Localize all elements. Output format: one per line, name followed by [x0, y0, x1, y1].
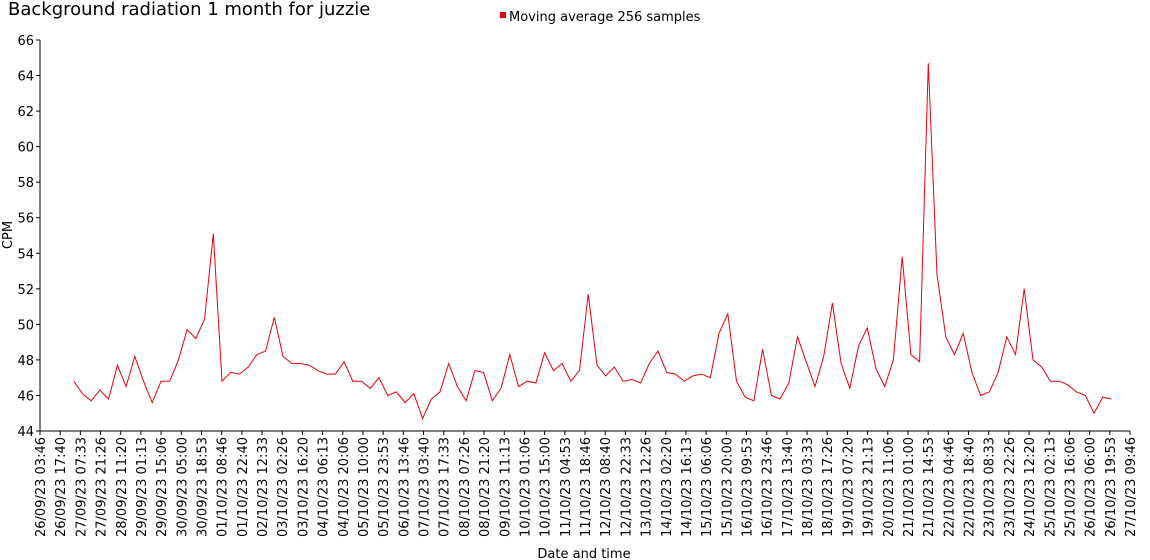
x-tick-label: 12/10/23 22:33: [619, 437, 634, 537]
x-tick-label: 01/10/23 08:46: [216, 437, 231, 537]
x-tick-label: 29/09/23 15:06: [155, 437, 170, 537]
y-tick-label: 62: [17, 105, 34, 120]
y-tick-label: 52: [17, 283, 34, 298]
x-tick-label: 13/10/23 12:26: [640, 437, 655, 537]
x-tick-label: 25/10/23 02:13: [1043, 437, 1058, 537]
y-axis-label: CPM: [1, 221, 16, 249]
x-tick-label: 15/10/23 20:00: [720, 437, 735, 537]
x-tick-label: 10/10/23 01:06: [518, 437, 533, 537]
x-tick-label: 30/09/23 05:00: [175, 437, 190, 537]
y-tick-label: 64: [17, 70, 34, 85]
x-tick-label: 26/09/23 03:46: [34, 437, 49, 537]
chart-title: Background radiation 1 month for juzzie: [8, 0, 370, 20]
x-tick-label: 16/10/23 09:53: [740, 437, 755, 537]
x-tick-label: 08/10/23 07:26: [458, 437, 473, 537]
x-tick-label: 27/09/23 07:33: [74, 437, 89, 537]
x-tick-label: 07/10/23 17:33: [438, 437, 453, 537]
x-tick-label: 19/10/23 21:13: [862, 437, 877, 537]
x-tick-label: 28/09/23 11:20: [115, 437, 130, 537]
x-tick-label: 18/10/23 03:33: [801, 437, 816, 537]
x-tick-label: 21/10/23 14:53: [922, 437, 937, 537]
x-tick-label: 04/10/23 06:13: [317, 437, 332, 537]
x-tick-label: 07/10/23 03:40: [418, 437, 433, 537]
x-tick-label: 19/10/23 07:20: [841, 437, 856, 537]
x-tick-label: 23/10/23 08:33: [983, 437, 998, 537]
y-tick-label: 44: [17, 425, 34, 440]
y-tick-label: 50: [17, 318, 34, 333]
y-tick-label: 54: [17, 247, 34, 262]
x-tick-label: 26/09/23 17:40: [54, 437, 69, 537]
x-tick-label: 23/10/23 22:26: [1003, 437, 1018, 537]
x-tick-label: 27/10/23 09:46: [1124, 437, 1139, 537]
x-tick-label: 25/10/23 16:06: [1063, 437, 1078, 537]
x-tick-label: 08/10/23 21:20: [478, 437, 493, 537]
x-tick-label: 05/10/23 23:53: [377, 437, 392, 537]
x-tick-label: 20/10/23 11:06: [882, 437, 897, 537]
y-tick-label: 66: [17, 34, 34, 49]
y-tick-label: 46: [17, 389, 34, 404]
x-tick-label: 11/10/23 18:46: [579, 437, 594, 537]
x-tick-label: 26/10/23 19:53: [1104, 437, 1119, 537]
x-tick-label: 30/09/23 18:53: [195, 437, 210, 537]
legend-swatch: [500, 12, 506, 18]
x-tick-label: 05/10/23 10:00: [357, 437, 372, 537]
x-tick-label: 06/10/23 13:46: [397, 437, 412, 537]
y-tick-label: 56: [17, 212, 34, 227]
x-tick-label: 02/10/23 12:33: [256, 437, 271, 537]
y-tick-label: 48: [17, 354, 34, 369]
x-axis-label: Date and time: [537, 547, 630, 560]
x-tick-label: 03/10/23 16:20: [296, 437, 311, 537]
x-tick-label: 27/09/23 21:26: [95, 437, 110, 537]
x-tick-label: 15/10/23 06:06: [700, 437, 715, 537]
x-tick-label: 11/10/23 04:53: [559, 437, 574, 537]
data-line: [73, 63, 1112, 420]
x-tick-label: 21/10/23 01:00: [902, 437, 917, 537]
x-tick-label: 22/10/23 18:40: [963, 437, 978, 537]
x-tick-label: 04/10/23 20:06: [337, 437, 352, 537]
x-tick-label: 22/10/23 04:46: [942, 437, 957, 537]
x-tick-label: 29/09/23 01:13: [135, 437, 150, 537]
x-tick-label: 03/10/23 02:26: [276, 437, 291, 537]
x-tick-label: 09/10/23 11:13: [498, 437, 513, 537]
x-tick-label: 18/10/23 17:26: [821, 437, 836, 537]
y-tick-label: 58: [17, 176, 34, 191]
y-tick-label: 60: [17, 141, 34, 156]
x-tick-label: 01/10/23 22:40: [236, 437, 251, 537]
x-tick-label: 14/10/23 16:13: [680, 437, 695, 537]
x-tick-label: 16/10/23 23:46: [761, 437, 776, 537]
x-tick-label: 14/10/23 02:20: [660, 437, 675, 537]
x-tick-label: 12/10/23 08:40: [599, 437, 614, 537]
x-tick-label: 17/10/23 13:40: [781, 437, 796, 537]
x-tick-label: 24/10/23 12:20: [1023, 437, 1038, 537]
x-tick-label: 26/10/23 06:00: [1084, 437, 1099, 537]
x-tick-label: 10/10/23 15:00: [539, 437, 554, 537]
legend-label: Moving average 256 samples: [509, 10, 701, 25]
